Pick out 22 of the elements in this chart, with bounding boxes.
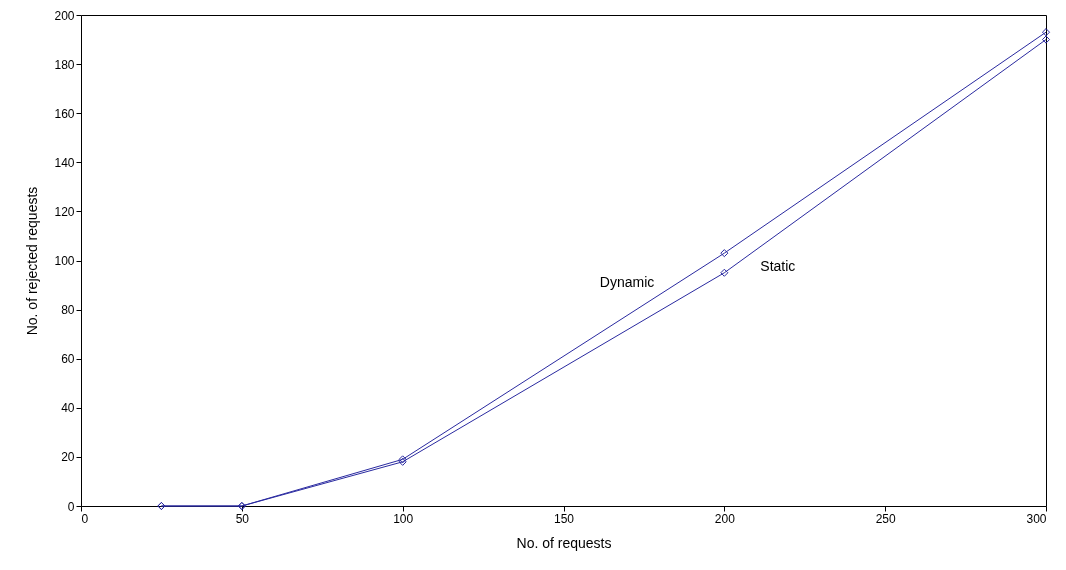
y-tick-label: 140 (54, 155, 75, 170)
y-tick-label: 120 (54, 204, 75, 219)
x-tick-label: 0 (81, 511, 89, 526)
y-tick-label: 20 (61, 450, 75, 465)
x-tick-label: 150 (553, 511, 575, 526)
x-tick-label: 100 (393, 511, 414, 526)
x-tick-label: 250 (875, 511, 896, 526)
y-tick-label: 180 (54, 57, 75, 72)
x-tick-label: 200 (714, 511, 736, 526)
y-tick-label: 0 (67, 499, 75, 514)
y-tick-label: 200 (54, 8, 75, 23)
y-axis-title: No. of rejected requests (24, 186, 41, 336)
y-tick-label: 80 (61, 303, 75, 318)
y-tick-label: 40 (61, 401, 75, 416)
x-tick-label: 50 (235, 511, 250, 526)
y-tick-label: 160 (54, 106, 75, 121)
series-label: Dynamic (599, 274, 655, 291)
y-tick-label: 100 (54, 254, 75, 268)
x-axis-title: No. of requests (516, 534, 612, 551)
series-label: Static (760, 257, 796, 274)
y-tick-label: 60 (61, 352, 75, 367)
x-tick-label: 300 (1026, 511, 1047, 526)
